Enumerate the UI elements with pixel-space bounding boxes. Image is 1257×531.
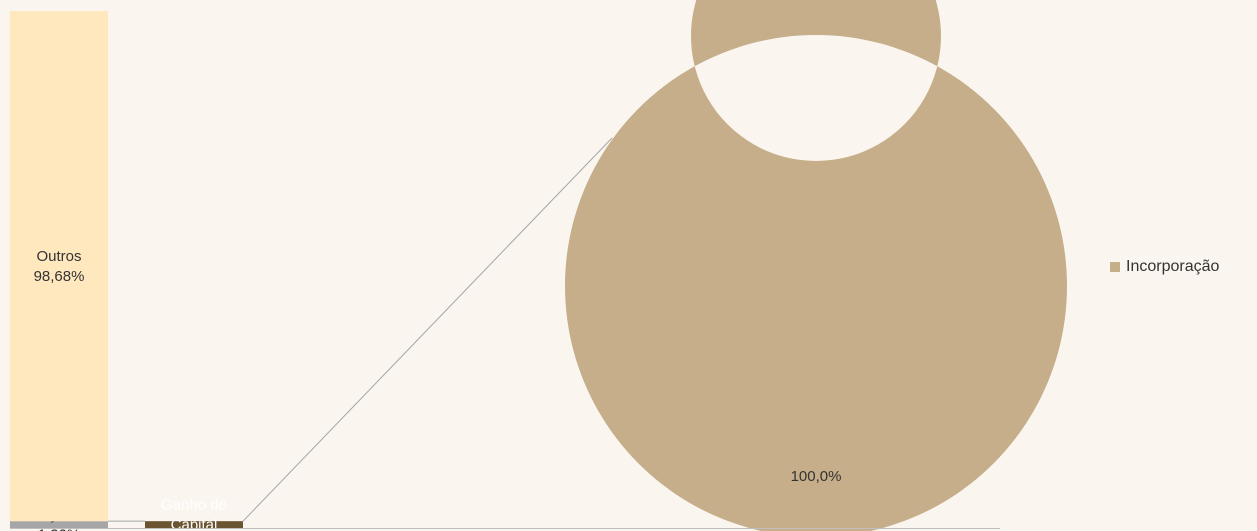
legend-swatch-incorporacao (1110, 262, 1120, 272)
connector-line-donut (242, 137, 613, 522)
data-label-donut-incorporacao: 100,0% (791, 468, 842, 485)
donut-slice-incorporacao (564, 0, 1067, 531)
bar-segment-outros (10, 11, 108, 522)
bar-segment-ganho-de-capital (145, 521, 243, 528)
bar-segment-acoes (10, 521, 108, 528)
data-label-outros: Outros 98,68% (34, 248, 85, 285)
chart-legend: Incorporação (1110, 258, 1219, 276)
legend-label-incorporacao: Incorporação (1126, 258, 1220, 275)
